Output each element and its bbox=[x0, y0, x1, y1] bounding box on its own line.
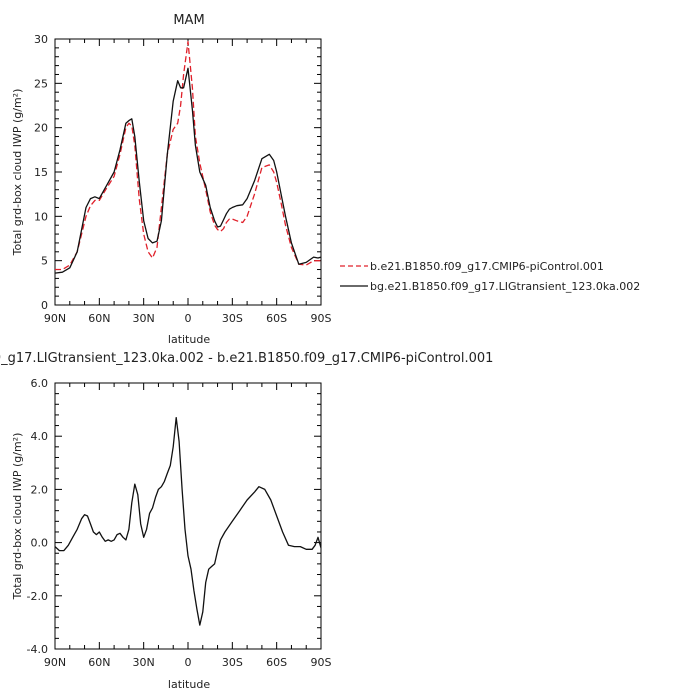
top-y-axis-title: Total grd-box cloud IWP (g/m²) bbox=[11, 89, 24, 257]
bottom-y-tick-label: -4.0 bbox=[27, 643, 48, 656]
bottom-x-tick-label: 60N bbox=[88, 656, 110, 669]
top-x-tick-label: 90S bbox=[311, 312, 332, 325]
bottom-x-tick-label: 90N bbox=[44, 656, 66, 669]
bottom-plot-frame bbox=[54, 382, 322, 650]
bottom-y-tick-label: 2.0 bbox=[31, 483, 49, 496]
bottom-panel: bg.e21.B1850.f09_g17.LIGtransient_123.0k… bbox=[0, 351, 493, 691]
bottom-x-axis-title: latitude bbox=[168, 678, 210, 691]
bottom-plot-title: bg.e21.B1850.f09_g17.LIGtransient_123.0k… bbox=[0, 351, 493, 366]
bottom-y-tick-label: 0.0 bbox=[31, 537, 49, 550]
bottom-x-tick-label: 30N bbox=[133, 656, 155, 669]
top-series-line-1 bbox=[54, 67, 322, 274]
top-x-tick-label: 30S bbox=[222, 312, 243, 325]
legend-label-lig: bg.e21.B1850.f09_g17.LIGtransient_123.0k… bbox=[370, 280, 640, 293]
bottom-y-tick-label: 4.0 bbox=[31, 430, 49, 443]
bottom-x-tick-label: 90S bbox=[311, 656, 332, 669]
bottom-x-tick-label: 30S bbox=[222, 656, 243, 669]
top-y-tick-label: 30 bbox=[34, 33, 48, 46]
top-plot-frame bbox=[54, 38, 322, 306]
bottom-y-axis-title: Total grd-box cloud IWP (g/m²) bbox=[11, 433, 24, 601]
top-x-tick-label: 90N bbox=[44, 312, 66, 325]
top-x-tick-label: 60N bbox=[88, 312, 110, 325]
top-series-line-0 bbox=[55, 41, 321, 271]
top-series-group bbox=[54, 41, 322, 274]
top-y-tick-label: 0 bbox=[41, 299, 48, 312]
top-axis-ticks bbox=[54, 38, 322, 306]
bottom-series-group bbox=[54, 416, 322, 626]
top-panel: MAM 90N 60N 30N 0 30S 60S 90S 0 5 10 15 20 25 30 lati… bbox=[11, 13, 332, 346]
bottom-x-tick-label: 60S bbox=[266, 656, 287, 669]
bottom-y-tick-label: 6.0 bbox=[31, 377, 49, 390]
legend: b.e21.B1850.f09_g17.CMIP6-piControl.001 … bbox=[340, 260, 640, 293]
bottom-tick-labels: 90N 60N 30N 0 30S 60S 90S -4.0 -2.0 0.0 2.0 4.0 6.0 bbox=[27, 377, 332, 669]
top-x-tick-label: 30N bbox=[133, 312, 155, 325]
top-plot-title: MAM bbox=[173, 13, 204, 28]
top-tick-labels: 90N 60N 30N 0 30S 60S 90S 0 5 10 15 20 25 30 bbox=[34, 33, 332, 325]
bottom-series-line-0 bbox=[54, 416, 322, 626]
top-y-tick-label: 20 bbox=[34, 122, 48, 135]
top-y-tick-label: 15 bbox=[34, 166, 48, 179]
top-y-tick-label: 10 bbox=[34, 210, 48, 223]
top-x-axis-title: latitude bbox=[168, 333, 210, 346]
top-y-tick-label: 5 bbox=[41, 255, 48, 268]
bottom-x-tick-label: 0 bbox=[185, 656, 192, 669]
top-x-tick-label: 60S bbox=[266, 312, 287, 325]
bottom-y-tick-label: -2.0 bbox=[27, 590, 48, 603]
bottom-axis-ticks bbox=[54, 382, 322, 650]
top-x-tick-label: 0 bbox=[185, 312, 192, 325]
legend-label-control: b.e21.B1850.f09_g17.CMIP6-piControl.001 bbox=[370, 260, 604, 273]
top-y-tick-label: 25 bbox=[34, 77, 48, 90]
